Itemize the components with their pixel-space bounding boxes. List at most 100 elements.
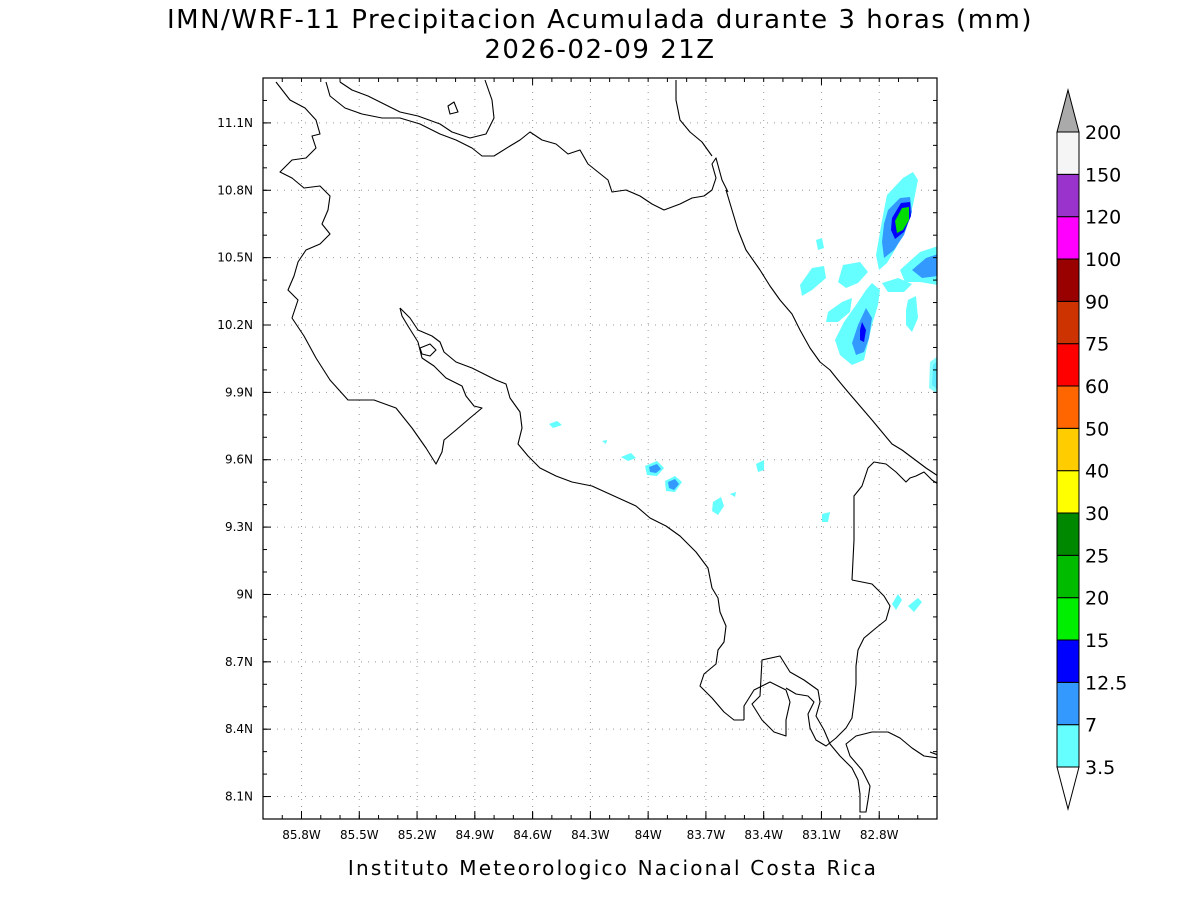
- x-tick-label: 83.1W: [802, 828, 841, 842]
- border-north: [275, 81, 483, 465]
- precip-blob-1: [838, 262, 868, 288]
- map-date-subtitle: 2026-02-09 21Z: [484, 35, 716, 65]
- precip-speck-2: [756, 460, 764, 472]
- colorbar-level-label: 100: [1085, 249, 1121, 271]
- y-tick-label: 10.5N: [217, 251, 253, 265]
- y-tick-label: 8.1N: [225, 790, 253, 804]
- coast-panama-pacific: [785, 579, 891, 747]
- precip-area-ne-band: [835, 283, 880, 365]
- x-tick-label: 85.2W: [398, 828, 437, 842]
- precip-blob-4: [816, 238, 824, 250]
- colorbar-level-label: 150: [1085, 164, 1121, 186]
- colorbar-level-label: 25: [1085, 545, 1109, 567]
- y-tick-label: 11.1N: [217, 116, 253, 130]
- precip-blob-2: [826, 298, 852, 322]
- x-tick-label: 84.3W: [571, 828, 610, 842]
- x-tick-label: 84W: [635, 828, 662, 842]
- plot-frame: [262, 77, 938, 820]
- colorbar-swatch: [1056, 131, 1080, 175]
- colorbar-level-label: 30: [1085, 503, 1109, 525]
- colorbar-swatch: [1056, 512, 1080, 556]
- precip-area-east-edge-3: [929, 356, 937, 394]
- coast-nicaragua-caribbean: [675, 80, 713, 157]
- colorbar-level-label: 75: [1085, 334, 1109, 356]
- border-nicaragua: [325, 81, 729, 211]
- y-tick-label: 8.7N: [225, 655, 253, 669]
- colorbar-level-label: 7: [1085, 715, 1097, 737]
- coastline-and-borders: [275, 79, 937, 813]
- footer-credit: Instituto Meteorologico Nacional Costa R…: [347, 856, 879, 880]
- x-tick-label: 82.8W: [860, 828, 899, 842]
- colorbar-swatch: [1056, 470, 1080, 514]
- precip-speck-6: [730, 492, 736, 497]
- precipitation-field: [549, 172, 937, 612]
- y-tick-label: 8.4N: [225, 722, 253, 736]
- colorbar-level-label: 120: [1085, 207, 1121, 229]
- colorbar-over-triangle: [1056, 88, 1080, 133]
- colorbar-swatch: [1056, 258, 1080, 302]
- x-tick-label: 85.8W: [282, 828, 321, 842]
- island-chira: [419, 343, 437, 357]
- precip-cell-central-2b: [668, 479, 679, 490]
- x-tick-label: 83.4W: [744, 828, 783, 842]
- colorbar-swatch: [1056, 300, 1080, 345]
- border-panama: [851, 461, 937, 581]
- precip-cell-central-3: [712, 497, 724, 515]
- y-tick-label: 10.2N: [217, 318, 253, 332]
- colorbar-swatch: [1056, 427, 1080, 472]
- colorbar-swatch: [1056, 597, 1080, 641]
- colorbar-swatch: [1056, 385, 1080, 429]
- precip-blob-5: [882, 278, 912, 292]
- precip-cell-central-5: [549, 421, 562, 428]
- precip-speck-4: [892, 594, 902, 610]
- x-tick-label: 85.5W: [340, 828, 379, 842]
- precip-area-east-edge-7: [912, 254, 937, 278]
- x-tick-labels: 85.8W 85.5W 85.2W 84.9W 84.6W 84.3W 84W 83.7W 83…: [282, 828, 898, 842]
- precip-area-ne-band-12: [860, 322, 866, 342]
- colorbar-swatch: [1056, 343, 1080, 387]
- colorbar-level-label: 60: [1085, 376, 1109, 398]
- y-tick-label: 9.6N: [225, 453, 253, 467]
- precip-cell-central-1b: [649, 464, 661, 473]
- colorbar-level-label: 20: [1085, 588, 1109, 610]
- colorbar-level-label: 3.5: [1085, 757, 1115, 779]
- axis-ticks: [262, 77, 938, 820]
- x-tick-label: 83.7W: [687, 828, 726, 842]
- coast-nicaragua-lake: [339, 79, 495, 139]
- y-tick-label: 10.8N: [217, 183, 253, 197]
- colorbar-level-label: 40: [1085, 461, 1109, 483]
- precip-cell-central-4: [621, 453, 636, 461]
- colorbar-swatch: [1056, 173, 1080, 218]
- colorbar-swatch: [1056, 554, 1080, 599]
- y-tick-label: 9N: [236, 587, 253, 601]
- colorbar-swatch: [1056, 639, 1080, 683]
- colorbar-level-label: 90: [1085, 291, 1109, 313]
- map-title: IMN/WRF-11 Precipitacion Acumulada duran…: [166, 5, 1034, 35]
- precip-blob-3: [800, 266, 826, 296]
- colorbar-under-triangle: [1056, 766, 1080, 811]
- colorbar-swatch: [1056, 724, 1080, 768]
- coast-osa: [743, 655, 937, 813]
- x-tick-label: 84.6W: [513, 828, 552, 842]
- precip-area-ne-cell-15: [895, 207, 909, 233]
- y-tick-labels: 11.1N 10.8N 10.5N 10.2N 9.9N 9.6N 9.3N 9N 8.7N 8.…: [217, 116, 253, 804]
- colorbar-level-label: 15: [1085, 630, 1109, 652]
- precip-speck-3: [822, 512, 830, 522]
- precip-speck-1: [602, 440, 607, 444]
- y-tick-label: 9.3N: [225, 520, 253, 534]
- precip-blob-6: [906, 296, 918, 332]
- colorbar-level-label: 12.5: [1085, 672, 1127, 694]
- colorbar-swatch: [1056, 681, 1080, 726]
- colorbar-level-label: 200: [1085, 122, 1121, 144]
- x-tick-label: 84.9W: [456, 828, 495, 842]
- island-small: [447, 101, 459, 115]
- colorbar: 3.5 7 12.5 15 20 25 30 40 50 60 75 90 100 120 150 200: [1056, 88, 1127, 811]
- coast-nicoya-gulf: [399, 307, 744, 721]
- y-tick-label: 9.9N: [225, 385, 253, 399]
- colorbar-level-label: 50: [1085, 418, 1109, 440]
- precip-speck-5: [908, 598, 922, 612]
- graticule-grid: [263, 78, 937, 819]
- coast-caribbean: [725, 189, 937, 476]
- colorbar-swatch: [1056, 216, 1080, 260]
